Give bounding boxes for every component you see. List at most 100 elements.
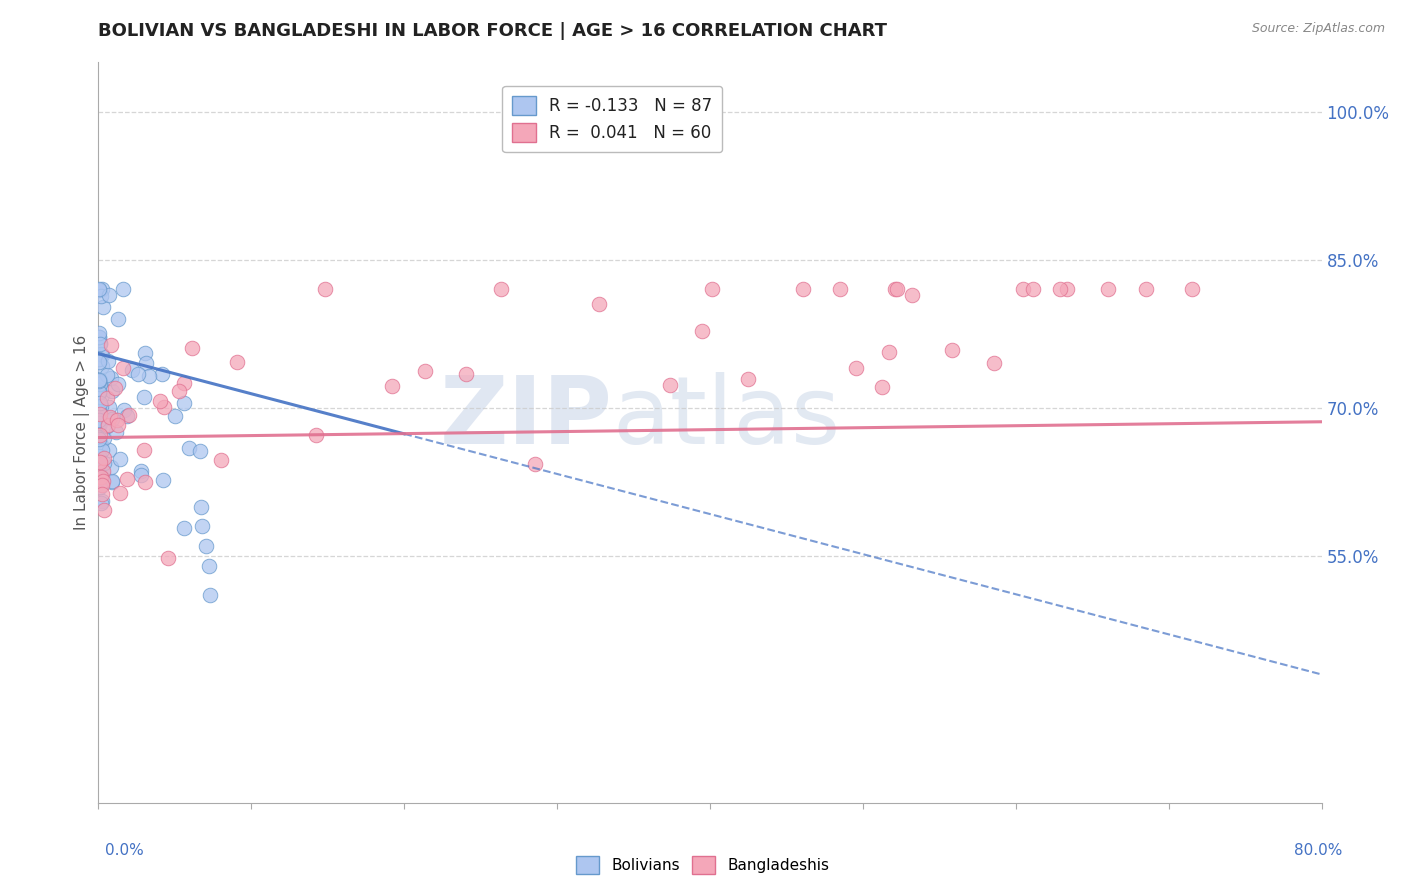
Point bbox=[87, 330, 110, 344]
Point bbox=[90, 347, 112, 361]
Point bbox=[188, 443, 211, 458]
Point bbox=[845, 361, 868, 376]
Point bbox=[198, 558, 221, 573]
Point bbox=[87, 330, 110, 344]
Point bbox=[107, 311, 129, 326]
Point bbox=[194, 539, 217, 553]
Point bbox=[413, 364, 436, 378]
Point bbox=[121, 363, 143, 377]
Point bbox=[1097, 283, 1119, 297]
Point bbox=[89, 335, 111, 350]
Point bbox=[1011, 283, 1033, 297]
Point bbox=[1181, 283, 1204, 297]
Point bbox=[98, 442, 121, 457]
Point bbox=[588, 297, 610, 311]
Point bbox=[87, 416, 110, 430]
Point bbox=[97, 417, 120, 432]
Point bbox=[127, 367, 149, 381]
Point bbox=[93, 450, 115, 465]
Point bbox=[134, 475, 156, 489]
Text: 80.0%: 80.0% bbox=[1295, 843, 1343, 858]
Point bbox=[87, 373, 110, 387]
Point bbox=[91, 477, 114, 491]
Point bbox=[225, 355, 247, 369]
Point bbox=[93, 431, 115, 445]
Point bbox=[190, 500, 212, 514]
Point bbox=[690, 324, 713, 338]
Point bbox=[134, 390, 156, 404]
Point bbox=[101, 475, 124, 489]
Point bbox=[792, 283, 814, 297]
Point bbox=[173, 396, 195, 410]
Point bbox=[138, 368, 160, 383]
Point bbox=[118, 408, 141, 422]
Point bbox=[167, 384, 190, 398]
Point bbox=[524, 457, 547, 471]
Point bbox=[173, 376, 195, 390]
Point bbox=[112, 283, 135, 297]
Point bbox=[191, 519, 214, 533]
Point bbox=[314, 283, 336, 297]
Point bbox=[104, 381, 127, 395]
Point bbox=[96, 418, 118, 433]
Point bbox=[87, 413, 110, 427]
Point bbox=[104, 425, 127, 440]
Point bbox=[173, 521, 195, 535]
Point bbox=[179, 441, 201, 455]
Point bbox=[89, 337, 111, 351]
Text: ZIP: ZIP bbox=[439, 372, 612, 464]
Point bbox=[115, 472, 138, 486]
Point bbox=[87, 385, 110, 400]
Point bbox=[96, 368, 118, 382]
Point bbox=[737, 372, 759, 386]
Point bbox=[87, 374, 110, 388]
Point bbox=[89, 396, 111, 410]
Point bbox=[1056, 283, 1078, 297]
Point bbox=[90, 443, 112, 458]
Point bbox=[87, 374, 110, 388]
Point bbox=[111, 361, 134, 376]
Point bbox=[454, 367, 477, 381]
Point bbox=[150, 367, 173, 381]
Point bbox=[93, 503, 115, 517]
Point bbox=[89, 449, 111, 463]
Point bbox=[901, 288, 924, 302]
Point bbox=[91, 464, 114, 478]
Point bbox=[884, 283, 907, 297]
Point bbox=[87, 432, 110, 446]
Point bbox=[100, 371, 122, 385]
Point bbox=[149, 394, 172, 409]
Point bbox=[105, 413, 128, 427]
Point bbox=[983, 356, 1005, 370]
Point bbox=[90, 470, 112, 484]
Point bbox=[89, 407, 111, 421]
Point bbox=[89, 417, 111, 431]
Point bbox=[198, 589, 221, 603]
Point bbox=[98, 400, 121, 414]
Point bbox=[89, 377, 111, 392]
Point bbox=[489, 283, 512, 297]
Point bbox=[941, 343, 963, 357]
Point bbox=[156, 551, 179, 566]
Point bbox=[304, 428, 326, 442]
Point bbox=[1022, 283, 1045, 297]
Point bbox=[107, 417, 129, 432]
Point bbox=[89, 455, 111, 469]
Point bbox=[100, 474, 122, 488]
Point bbox=[700, 283, 723, 297]
Y-axis label: In Labor Force | Age > 16: In Labor Force | Age > 16 bbox=[75, 335, 90, 530]
Text: BOLIVIAN VS BANGLADESHI IN LABOR FORCE | AGE > 16 CORRELATION CHART: BOLIVIAN VS BANGLADESHI IN LABOR FORCE |… bbox=[98, 22, 887, 40]
Point bbox=[87, 385, 110, 400]
Legend: Bolivians, Bangladeshis: Bolivians, Bangladeshis bbox=[571, 850, 835, 880]
Point bbox=[1049, 283, 1071, 297]
Point bbox=[87, 283, 110, 297]
Point bbox=[89, 383, 111, 397]
Point bbox=[107, 376, 129, 391]
Point bbox=[872, 379, 894, 393]
Point bbox=[98, 410, 121, 425]
Point bbox=[90, 283, 112, 297]
Point bbox=[112, 403, 135, 417]
Point bbox=[90, 399, 112, 413]
Point bbox=[89, 376, 111, 391]
Point bbox=[153, 400, 176, 414]
